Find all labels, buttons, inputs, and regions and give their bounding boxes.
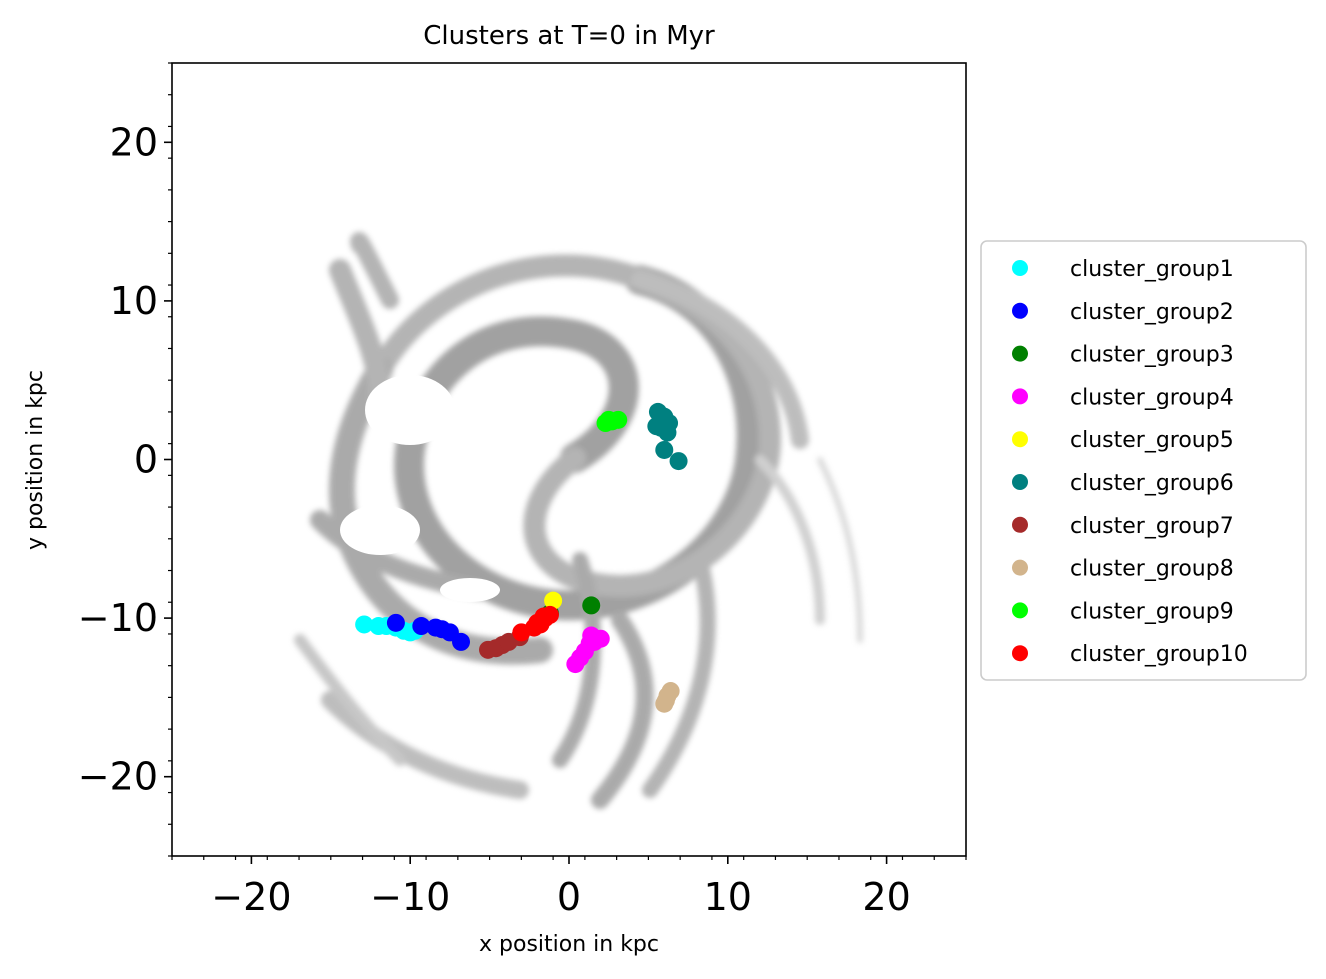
legend-label-cluster_group9: cluster_group9 bbox=[1070, 599, 1234, 624]
data-point-cluster_group2-1 bbox=[412, 617, 431, 636]
legend-label-cluster_group5: cluster_group5 bbox=[1070, 428, 1234, 453]
legend-label-cluster_group1: cluster_group1 bbox=[1070, 257, 1234, 282]
y-axis-label: y position in kpc bbox=[23, 370, 48, 550]
y-tick-label: 20 bbox=[110, 120, 158, 164]
data-point-cluster_group6-6 bbox=[669, 452, 688, 471]
data-point-cluster_group8-3 bbox=[655, 694, 674, 713]
data-point-cluster_group2-5 bbox=[452, 632, 471, 651]
legend-marker-cluster_group2 bbox=[1012, 302, 1028, 319]
legend-marker-cluster_group10 bbox=[1012, 645, 1028, 662]
legend-marker-cluster_group7 bbox=[1012, 516, 1028, 533]
legend-label-cluster_group4: cluster_group4 bbox=[1070, 385, 1234, 410]
legend-label-cluster_group8: cluster_group8 bbox=[1070, 557, 1234, 582]
y-tick-label: 10 bbox=[110, 279, 158, 323]
x-tick-label: −10 bbox=[370, 875, 450, 919]
legend: cluster_group1 cluster_group2 cluster_grou… bbox=[980, 240, 1307, 681]
data-point-cluster_group5-0 bbox=[544, 591, 563, 610]
legend-marker-cluster_group8 bbox=[1012, 559, 1028, 576]
x-tick-label: −20 bbox=[211, 875, 291, 919]
data-point-cluster_group4-6 bbox=[582, 626, 601, 645]
y-tick-label: −10 bbox=[78, 596, 158, 640]
x-tick-label: 10 bbox=[704, 875, 752, 919]
x-tick-label: 20 bbox=[862, 875, 910, 919]
legend-items: cluster_group1 cluster_group2 cluster_grou… bbox=[1012, 257, 1248, 667]
x-tick-label: 0 bbox=[557, 875, 581, 919]
legend-marker-cluster_group3 bbox=[1012, 345, 1028, 362]
data-point-cluster_group3-0 bbox=[582, 596, 601, 615]
data-point-cluster_group2-0 bbox=[386, 613, 405, 632]
galaxy-density-image bbox=[294, 232, 863, 809]
data-point-cluster_group10-6 bbox=[528, 613, 547, 632]
legend-marker-cluster_group4 bbox=[1012, 388, 1028, 405]
data-point-cluster_group9-3 bbox=[599, 410, 618, 429]
chart-title: Clusters at T=0 in Myr bbox=[423, 21, 715, 51]
legend-label-cluster_group10: cluster_group10 bbox=[1070, 642, 1248, 667]
data-point-cluster_group6-5 bbox=[655, 440, 674, 459]
legend-label-cluster_group3: cluster_group3 bbox=[1070, 343, 1234, 368]
legend-label-cluster_group2: cluster_group2 bbox=[1070, 300, 1234, 325]
data-point-cluster_group1-0 bbox=[355, 615, 374, 634]
data-point-cluster_group6-7 bbox=[647, 417, 666, 436]
y-tick-label: −20 bbox=[78, 755, 158, 799]
legend-marker-cluster_group9 bbox=[1012, 602, 1028, 619]
legend-marker-cluster_group1 bbox=[1012, 260, 1028, 276]
legend-marker-cluster_group5 bbox=[1012, 431, 1028, 448]
data-points-layer bbox=[355, 402, 688, 713]
x-axis-label: x position in kpc bbox=[479, 932, 659, 957]
y-tick-label: 0 bbox=[134, 438, 158, 482]
legend-box bbox=[980, 240, 1307, 681]
axis-ticks: −20 −10 0 10 20 −20 −10 0 10 20 bbox=[78, 62, 967, 919]
legend-label-cluster_group7: cluster_group7 bbox=[1070, 514, 1234, 539]
legend-label-cluster_group6: cluster_group6 bbox=[1070, 471, 1234, 496]
legend-marker-cluster_group6 bbox=[1012, 474, 1028, 490]
